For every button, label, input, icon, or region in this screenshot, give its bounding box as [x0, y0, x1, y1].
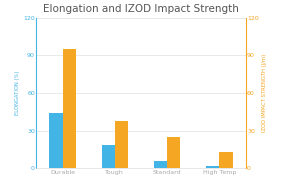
Bar: [102, 145, 115, 168]
Bar: [49, 113, 63, 168]
Bar: [206, 166, 219, 168]
Bar: [115, 121, 128, 168]
Bar: [63, 49, 76, 168]
Bar: [154, 161, 167, 168]
Y-axis label: ELONGATION (%): ELONGATION (%): [16, 71, 21, 115]
Bar: [219, 152, 233, 168]
Bar: [167, 137, 180, 168]
Title: Elongation and IZOD Impact Strength: Elongation and IZOD Impact Strength: [43, 4, 239, 14]
Y-axis label: IZOD IMPACT STRENGTH (J/m): IZOD IMPACT STRENGTH (J/m): [261, 54, 266, 132]
